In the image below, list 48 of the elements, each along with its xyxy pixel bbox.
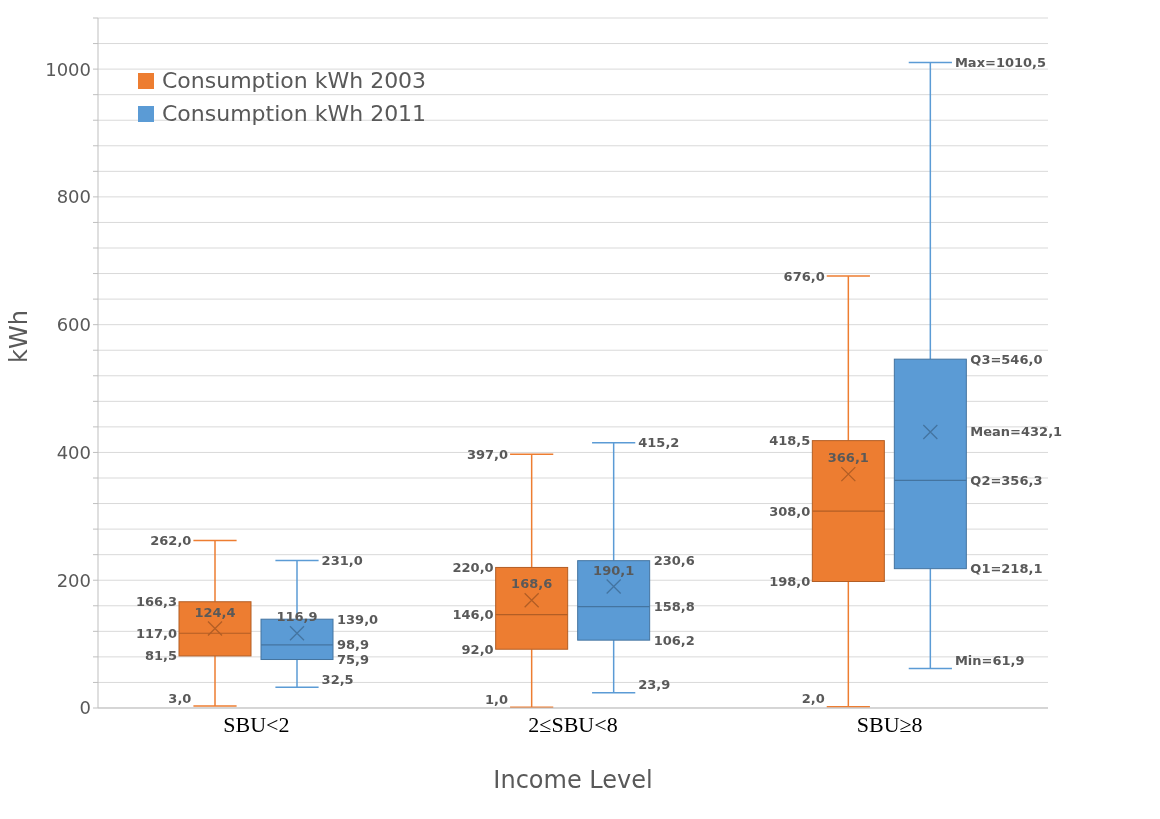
annotation: 676,0: [783, 268, 825, 284]
annotation: 231,0: [321, 552, 363, 568]
x-tick-label: SBU≥8: [856, 711, 923, 737]
annotation: 230,6: [653, 553, 695, 569]
y-tick-label: 800: [56, 186, 91, 208]
y-tick-label: 200: [56, 569, 91, 591]
annotation: 1,0: [485, 691, 509, 707]
y-tick-label: 600: [56, 314, 91, 336]
annotation: 190,1: [593, 562, 635, 578]
legend-label: Consumption kWh 2011: [162, 101, 427, 126]
annotation: 2,0: [801, 691, 825, 707]
annotation: 32,5: [321, 671, 354, 687]
annotation: 158,8: [653, 599, 695, 615]
annotation: 106,2: [653, 632, 695, 648]
annotation: 3,0: [168, 690, 192, 706]
y-axis-title: kWh: [4, 310, 33, 363]
x-tick-label: 2≤SBU<8: [528, 711, 618, 737]
annotation: 397,0: [466, 446, 509, 462]
annotation: 139,0: [337, 611, 379, 627]
annotation: 262,0: [150, 533, 192, 549]
annotation: 146,0: [452, 607, 494, 623]
y-tick-label: 400: [56, 441, 91, 463]
x-axis-title: Income Level: [493, 766, 653, 794]
x-tick-label: SBU<2: [223, 711, 290, 737]
annotation: 308,0: [769, 503, 811, 519]
annotation: 418,5: [769, 433, 811, 449]
annotation: 168,6: [511, 576, 553, 592]
annotation: 220,0: [452, 559, 494, 575]
y-tick-label: 0: [79, 697, 91, 719]
annotation: Max=1010,5: [954, 54, 1047, 70]
annotation: 98,9: [337, 637, 370, 653]
annotation: 198,0: [769, 574, 811, 590]
legend-label: Consumption kWh 2003: [162, 68, 427, 93]
annotation: Min=61,9: [954, 653, 1025, 668]
annotation: 366,1: [827, 450, 869, 466]
annotation: Q1=218,1: [970, 561, 1043, 577]
annotation: 415,2: [638, 435, 680, 451]
annotation: 166,3: [135, 594, 177, 610]
annotation: 81,5: [144, 648, 177, 664]
annotation: Q2=356,3: [970, 472, 1043, 488]
annotation: Mean=432,1: [970, 424, 1063, 440]
y-tick-label: 1000: [45, 58, 91, 80]
annotation: Q3=546,0: [970, 351, 1043, 367]
annotation: 75,9: [337, 652, 370, 668]
annotation: 23,9: [638, 677, 671, 693]
annotation: 117,0: [135, 625, 177, 641]
annotation: 92,0: [461, 641, 494, 657]
annotation: 124,4: [194, 604, 236, 620]
